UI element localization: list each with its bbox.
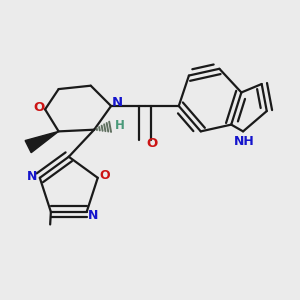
Text: O: O — [33, 101, 45, 114]
Text: H: H — [115, 119, 125, 132]
Text: N: N — [88, 209, 99, 222]
Polygon shape — [25, 131, 58, 153]
Text: N: N — [27, 170, 38, 183]
Text: O: O — [99, 169, 110, 182]
Text: N: N — [112, 96, 123, 109]
Text: NH: NH — [234, 135, 255, 148]
Text: O: O — [146, 137, 157, 150]
